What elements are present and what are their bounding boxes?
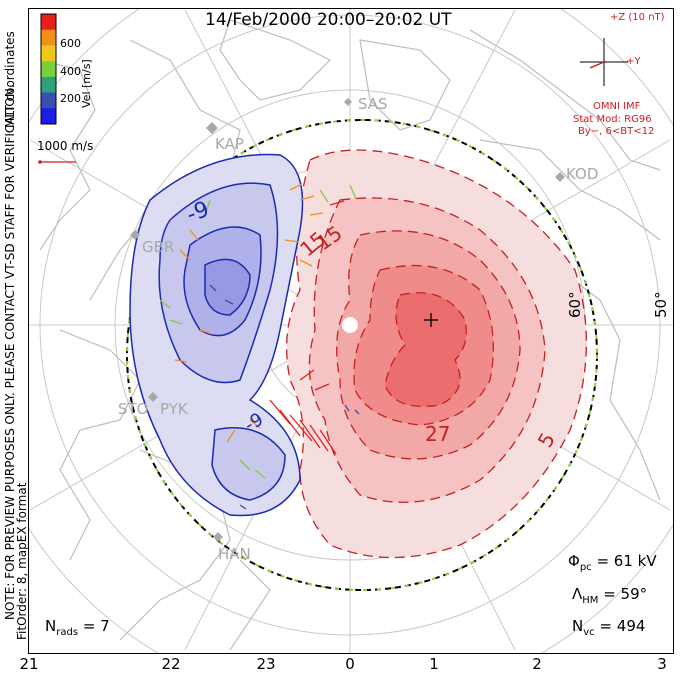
x-tick-3: 3 bbox=[657, 655, 667, 673]
stat-nvc: Nvc = 494 bbox=[572, 617, 645, 638]
scale-vector-label: 1000 m/s bbox=[37, 139, 94, 153]
stat-nrads-value: = 7 bbox=[82, 617, 110, 635]
pole-marker bbox=[342, 317, 358, 333]
colorbar-swatch bbox=[41, 29, 56, 46]
imf-vector bbox=[589, 61, 605, 69]
stat-nvc-sub: vc bbox=[583, 627, 595, 638]
colorbar-swatch bbox=[41, 14, 56, 31]
x-tick-0: 0 bbox=[345, 655, 355, 673]
colorbar-swatch bbox=[41, 76, 56, 94]
stat-nvc-value: = 494 bbox=[599, 617, 646, 635]
stat-hm: ΛHM = 59° bbox=[572, 585, 647, 606]
potential-max-marker bbox=[424, 313, 438, 327]
stat-potential-symbol: Φ bbox=[568, 552, 580, 570]
stat-hm-sub: HM bbox=[582, 595, 599, 606]
fit-order: FitOrder: 8, mapEX format bbox=[15, 482, 29, 640]
stat-nrads-sub: rads bbox=[56, 627, 79, 638]
imf-source: OMNI IMF bbox=[593, 101, 641, 112]
lat-label-60: 60° bbox=[566, 291, 584, 318]
colorbar-swatch bbox=[41, 45, 56, 62]
stat-nrads-symbol: N bbox=[45, 617, 57, 635]
station-kap: KAP bbox=[215, 135, 244, 153]
station-pyk: PYK bbox=[160, 400, 188, 418]
velocity-vectors bbox=[159, 183, 360, 510]
stat-potential-sub: pc bbox=[579, 562, 592, 573]
imf-y-label: +Y bbox=[626, 56, 641, 67]
colorbar-swatch bbox=[41, 61, 56, 78]
colorbar-swatch bbox=[41, 92, 56, 109]
station-sto: STO bbox=[118, 400, 149, 418]
map-title: 14/Feb/2000 20:00–20:02 UT bbox=[205, 10, 452, 30]
stat-nvc-symbol: N bbox=[572, 617, 584, 635]
station-han: HAN bbox=[218, 545, 251, 563]
positive-cell bbox=[286, 149, 588, 559]
station-sas: SAS bbox=[358, 95, 388, 113]
colorbar-tick-400: 400 bbox=[60, 65, 81, 78]
station-gbr: GBR bbox=[142, 238, 175, 256]
colorbar-tick-200: 200 bbox=[60, 92, 81, 105]
colorbar-border bbox=[40, 13, 57, 125]
colorbar-label: Vel [m/s] bbox=[80, 59, 93, 108]
stat-potential: Φpc = 61 kV bbox=[568, 552, 657, 573]
stat-nrads: Nrads = 7 bbox=[45, 617, 110, 638]
x-tick-1: 1 bbox=[429, 655, 439, 673]
plot-frame bbox=[28, 8, 674, 654]
stat-hm-symbol: Λ bbox=[572, 585, 583, 603]
stat-potential-value: = 61 kV bbox=[596, 552, 657, 570]
velocity-colorbar bbox=[40, 13, 57, 125]
x-tick-22: 22 bbox=[161, 655, 181, 673]
imf-z-label: +Z (10 nT) bbox=[610, 12, 665, 23]
imf-model: Stat Mod: RG96 bbox=[573, 114, 652, 125]
station-kod: KOD bbox=[566, 165, 599, 183]
imf-condition: By−, 6<BT<12 bbox=[578, 126, 655, 137]
colorbar-tick-600: 600 bbox=[60, 37, 81, 50]
colorbar-swatch bbox=[41, 108, 56, 125]
station-markers bbox=[130, 98, 565, 542]
stat-hm-value: = 59° bbox=[603, 585, 648, 603]
lat-label-50: 50° bbox=[652, 291, 670, 318]
x-tick-23: 23 bbox=[256, 655, 276, 673]
x-tick-2: 2 bbox=[532, 655, 542, 673]
x-tick-21: 21 bbox=[19, 655, 39, 673]
negative-cell bbox=[129, 153, 304, 517]
contour-label-27: 27 bbox=[425, 422, 451, 446]
